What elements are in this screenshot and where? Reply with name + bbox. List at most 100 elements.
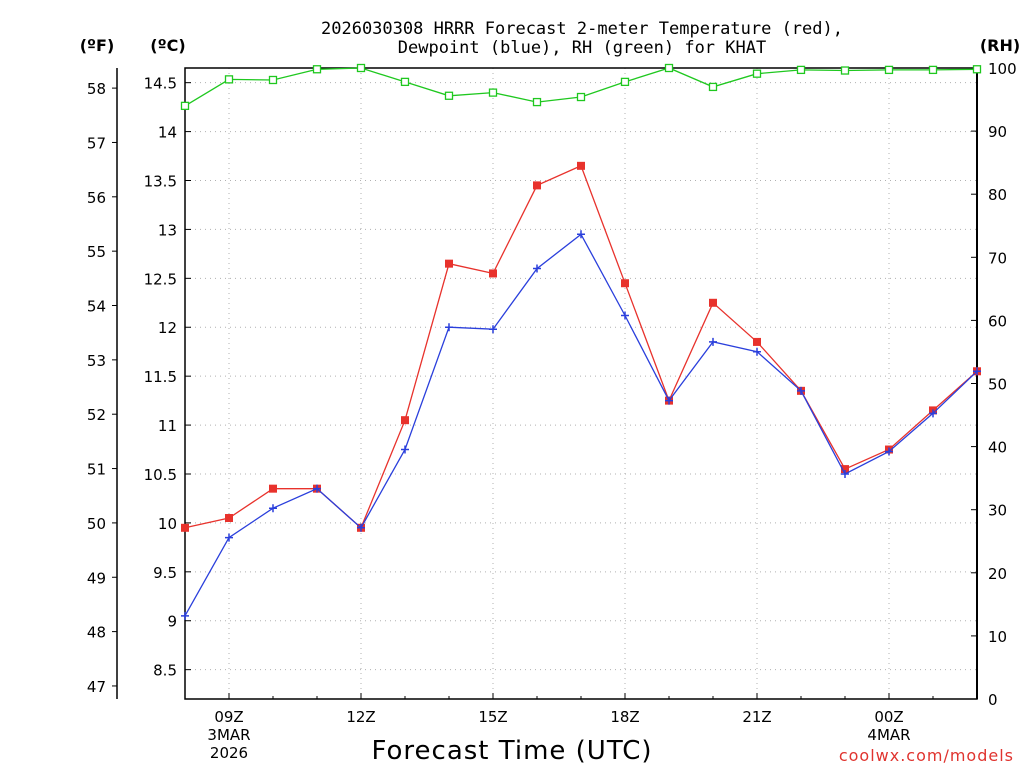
x-tick-label: 09Z bbox=[214, 708, 243, 726]
rh-point bbox=[400, 77, 410, 87]
rh-tick-label: 70 bbox=[988, 249, 1007, 267]
dewpoint-point bbox=[269, 504, 277, 513]
rh-point bbox=[884, 65, 894, 75]
rh-point bbox=[224, 75, 234, 84]
celsius-tick-label: 12 bbox=[158, 319, 177, 337]
temperature-point bbox=[533, 181, 541, 190]
celsius-tick-label: 10.5 bbox=[144, 466, 177, 484]
rh-unit-label: (RH) bbox=[980, 36, 1020, 55]
celsius-tick-label: 10 bbox=[158, 515, 177, 533]
dewpoint-point bbox=[753, 347, 761, 356]
x-tick-label: 00Z bbox=[874, 708, 903, 726]
temperature-point bbox=[577, 161, 585, 170]
rh-tick-label: 30 bbox=[988, 502, 1007, 520]
rh-point bbox=[444, 91, 454, 100]
celsius-unit-label: (ºC) bbox=[150, 36, 185, 55]
rh-point bbox=[180, 101, 190, 111]
rh-point bbox=[796, 65, 806, 75]
dewpoint-point bbox=[445, 323, 453, 332]
temperature-point bbox=[841, 465, 849, 474]
dewpoint-point bbox=[841, 469, 849, 478]
celsius-tick-label: 12.5 bbox=[144, 270, 177, 288]
dewpoint-point bbox=[577, 230, 585, 239]
rh-tick-label: 10 bbox=[988, 628, 1007, 646]
gridlines bbox=[185, 68, 977, 699]
x-tick-label: 15Z bbox=[478, 708, 507, 726]
celsius-tick-label: 13 bbox=[158, 221, 177, 239]
dewpoint-point bbox=[709, 337, 717, 346]
series bbox=[180, 63, 982, 620]
rh-tick-label: 20 bbox=[988, 565, 1007, 583]
fahrenheit-tick-label: 57 bbox=[87, 134, 106, 152]
temperature-point bbox=[753, 337, 761, 346]
temperature-point bbox=[269, 484, 277, 493]
dewpoint-point bbox=[621, 311, 629, 320]
fahrenheit-tick-label: 49 bbox=[87, 569, 106, 587]
rh-tick-label: 0 bbox=[988, 691, 998, 709]
celsius-tick-label: 14.5 bbox=[144, 75, 177, 93]
rh-tick-label: 80 bbox=[988, 186, 1007, 204]
rh-tick-label: 60 bbox=[988, 312, 1007, 330]
celsius-tick-label: 9 bbox=[167, 613, 177, 631]
fahrenheit-tick-label: 58 bbox=[87, 80, 106, 98]
rh-point bbox=[928, 65, 938, 75]
x-tick-date-label: 4MAR bbox=[867, 726, 910, 744]
dewpoint-point bbox=[225, 533, 233, 542]
dewpoint-point bbox=[797, 386, 805, 395]
temperature-point bbox=[225, 514, 233, 523]
dewpoint-point bbox=[885, 447, 893, 456]
chart-title-line1: 2026030308 HRRR Forecast 2-meter Tempera… bbox=[321, 19, 843, 39]
x-tick-date-label: 3MAR bbox=[207, 726, 250, 744]
temperature-point bbox=[709, 298, 717, 307]
temperature-series bbox=[181, 161, 981, 532]
rh-point bbox=[488, 88, 498, 97]
temperature-point bbox=[401, 416, 409, 425]
rh-point bbox=[708, 82, 718, 92]
dewpoint-point bbox=[357, 523, 365, 532]
fahrenheit-tick-label: 51 bbox=[87, 461, 106, 479]
dewpoint-point bbox=[401, 445, 409, 454]
fahrenheit-unit-label: (ºF) bbox=[80, 36, 115, 55]
rh-point bbox=[752, 69, 762, 78]
dewpoint-point bbox=[489, 325, 497, 334]
dewpoint-point bbox=[665, 396, 673, 405]
rh-point bbox=[532, 97, 542, 107]
rh-tick-label: 90 bbox=[988, 123, 1007, 141]
celsius-tick-label: 8.5 bbox=[153, 662, 177, 680]
fahrenheit-tick-label: 54 bbox=[87, 298, 106, 316]
fahrenheit-tick-label: 56 bbox=[87, 189, 106, 207]
x-tick-label: 12Z bbox=[346, 708, 375, 726]
celsius-tick-label: 14 bbox=[158, 124, 177, 142]
celsius-tick-label: 11.5 bbox=[144, 368, 177, 386]
x-tick-year-label: 2026 bbox=[210, 744, 248, 762]
dewpoint-point bbox=[973, 367, 981, 376]
rh-point bbox=[356, 63, 366, 73]
rh-point bbox=[664, 63, 674, 73]
x-tick-label: 21Z bbox=[742, 708, 771, 726]
rh-point bbox=[620, 77, 630, 87]
rh-tick-label: 40 bbox=[988, 439, 1007, 457]
rh-series bbox=[180, 63, 982, 111]
rh-point bbox=[312, 65, 322, 74]
axes: 8.5 9 9.5 10 10.5 11 11.5 12 12.5 13 13.5 14 14.5 47 4… bbox=[87, 60, 1017, 762]
temperature-point bbox=[489, 269, 497, 278]
temperature-point bbox=[621, 279, 629, 288]
fahrenheit-tick-label: 55 bbox=[87, 243, 106, 261]
x-axis-label: Forecast Time (UTC) bbox=[371, 736, 652, 766]
rh-point bbox=[268, 75, 278, 85]
dewpoint-series bbox=[181, 230, 981, 620]
temperature-point bbox=[181, 523, 189, 532]
dewpoint-point bbox=[533, 264, 541, 273]
rh-point bbox=[840, 66, 850, 75]
fahrenheit-tick-label: 50 bbox=[87, 515, 106, 533]
fahrenheit-tick-label: 53 bbox=[87, 352, 106, 370]
celsius-tick-label: 13.5 bbox=[144, 173, 177, 191]
x-tick-label: 18Z bbox=[610, 708, 639, 726]
rh-point bbox=[972, 65, 982, 74]
dewpoint-point bbox=[313, 484, 321, 493]
fahrenheit-tick-label: 48 bbox=[87, 624, 106, 642]
celsius-tick-label: 9.5 bbox=[153, 564, 177, 582]
dewpoint-point bbox=[929, 409, 937, 418]
rh-tick-label: 50 bbox=[988, 376, 1007, 394]
